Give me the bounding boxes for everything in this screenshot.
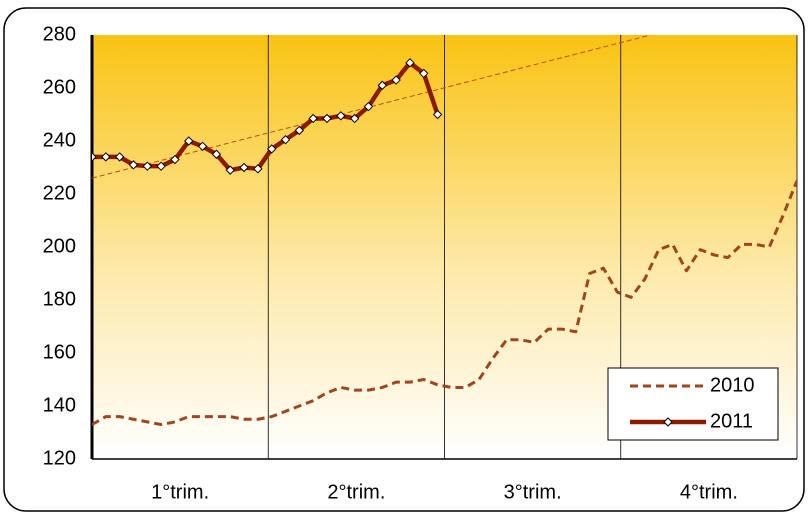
point-marker [211, 149, 222, 159]
point-marker [308, 113, 318, 124]
point-marker [170, 154, 180, 165]
point-marker [419, 68, 429, 79]
point-marker [197, 141, 208, 152]
y-tick-label: 180 [43, 288, 76, 310]
y-tick-label: 260 [43, 76, 76, 98]
point-marker [92, 152, 97, 162]
point-marker [253, 164, 263, 174]
point-marker [280, 134, 291, 145]
point-marker [405, 58, 415, 68]
point-marker [142, 161, 153, 171]
point-marker [239, 162, 249, 173]
x-tick-label: 2°trim. [327, 481, 385, 503]
point-marker [114, 152, 125, 162]
point-marker [322, 113, 332, 124]
point-marker [363, 101, 374, 112]
legend-marker [663, 417, 673, 427]
point-marker [128, 160, 139, 170]
point-marker [101, 152, 111, 162]
y-tick-label: 220 [43, 182, 76, 204]
legend-box [607, 367, 779, 441]
point-marker [156, 161, 166, 171]
point-marker [336, 111, 346, 121]
legend-label: 2011 [710, 410, 753, 432]
point-marker [349, 113, 360, 124]
point-marker [225, 165, 235, 175]
series-line [92, 180, 797, 427]
point-marker [391, 75, 401, 85]
point-marker [184, 136, 194, 146]
point-marker [266, 144, 277, 154]
y-tick-label: 160 [43, 341, 76, 363]
x-tick-label: 4°trim. [680, 481, 738, 503]
y-tick-label: 140 [43, 394, 76, 416]
y-tick-label: 240 [43, 129, 76, 151]
point-marker [432, 109, 443, 120]
point-marker [294, 125, 305, 136]
x-tick-label: 1°trim. [151, 481, 209, 503]
point-marker [377, 80, 388, 91]
y-tick-label: 200 [43, 235, 76, 257]
x-tick-label: 3°trim. [504, 481, 562, 503]
legend-label: 2010 [710, 374, 755, 396]
y-tick-label: 280 [43, 23, 76, 45]
y-tick-label: 120 [43, 447, 76, 469]
